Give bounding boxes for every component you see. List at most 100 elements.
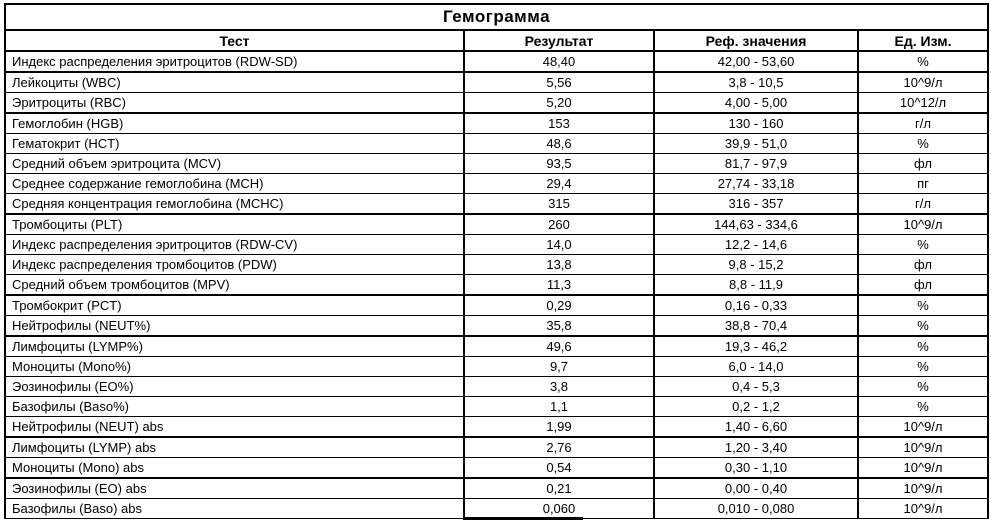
cell-test-name[interactable]: Эозинофилы (EO%): [4, 376, 465, 397]
cell-ref-values[interactable]: 144,63 - 334,6: [653, 214, 859, 235]
cell-test-name[interactable]: Лейкоциты (WBC): [4, 72, 465, 93]
cell-result[interactable]: 153: [463, 113, 655, 134]
cell-ref-values[interactable]: 4,00 - 5,00: [653, 92, 859, 114]
cell-test-name[interactable]: Индекс распределения тромбоцитов (PDW): [4, 254, 465, 275]
cell-result[interactable]: 13,8: [463, 254, 655, 275]
cell-units[interactable]: 10^9/л: [856, 437, 990, 458]
cell-test-name[interactable]: Базофилы (Baso) abs: [4, 498, 465, 519]
cell-ref-values[interactable]: 19,3 - 46,2: [653, 336, 859, 357]
cell-units[interactable]: фл: [856, 274, 990, 296]
cell-units[interactable]: г/л: [856, 113, 990, 134]
cell-ref-values[interactable]: 9,8 - 15,2: [653, 254, 859, 275]
cell-ref-values[interactable]: 1,40 - 6,60: [653, 416, 859, 438]
table-row: Средний объем тромбоцитов (MPV) 11,3 8,8…: [4, 274, 990, 296]
cell-ref-values[interactable]: 12,2 - 14,6: [653, 234, 859, 255]
cell-result[interactable]: 5,56: [463, 72, 655, 93]
cell-test-name[interactable]: Моноциты (Mono%): [4, 356, 465, 377]
table-row: Тромбоциты (PLT) 260 144,63 - 334,6 10^9…: [4, 214, 990, 235]
cell-result[interactable]: 29,4: [463, 173, 655, 194]
cell-ref-values[interactable]: 130 - 160: [653, 113, 859, 134]
cell-units[interactable]: фл: [856, 153, 990, 174]
cell-test-name[interactable]: Тромбоциты (PLT): [4, 214, 465, 235]
cell-test-name[interactable]: Нейтрофилы (NEUT%): [4, 315, 465, 337]
cell-ref-values[interactable]: 0,010 - 0,080: [653, 498, 859, 519]
cell-result[interactable]: 93,5: [463, 153, 655, 174]
cell-test-name[interactable]: Моноциты (Mono) abs: [4, 457, 465, 479]
cell-units[interactable]: %: [856, 51, 990, 73]
cell-ref-values[interactable]: 0,4 - 5,3: [653, 376, 859, 397]
cell-ref-values[interactable]: 8,8 - 11,9: [653, 274, 859, 296]
cell-test-name[interactable]: Нейтрофилы (NEUT) abs: [4, 416, 465, 438]
cell-result[interactable]: 35,8: [463, 315, 655, 337]
cell-ref-values[interactable]: 1,20 - 3,40: [653, 437, 859, 458]
cell-result[interactable]: 9,7: [463, 356, 655, 377]
cell-ref-values[interactable]: 6,0 - 14,0: [653, 356, 859, 377]
cell-result[interactable]: 0,29: [463, 295, 655, 316]
cell-test-name[interactable]: Индекс распределения эритроцитов (RDW-SD…: [4, 51, 465, 73]
cell-units[interactable]: %: [856, 396, 990, 417]
cell-units[interactable]: %: [856, 315, 990, 337]
cell-units[interactable]: 10^9/л: [856, 457, 990, 479]
cell-result[interactable]: 48,6: [463, 133, 655, 154]
cell-result[interactable]: 1,1: [463, 396, 655, 417]
cell-ref-values[interactable]: 39,9 - 51,0: [653, 133, 859, 154]
cell-units[interactable]: фл: [856, 254, 990, 275]
cell-units[interactable]: 10^9/л: [856, 72, 990, 93]
cell-result[interactable]: 2,76: [463, 437, 655, 458]
cell-result[interactable]: 11,3: [463, 274, 655, 296]
cell-ref-values[interactable]: 42,00 - 53,60: [653, 51, 859, 73]
cell-result[interactable]: 5,20: [463, 92, 655, 114]
cell-result[interactable]: 3,8: [463, 376, 655, 397]
cell-test-name[interactable]: Гематокрит (HCT): [4, 133, 465, 154]
cell-units[interactable]: 10^9/л: [856, 416, 990, 438]
cell-units[interactable]: пг: [856, 173, 990, 194]
table-row: Средний объем эритроцита (MCV) 93,5 81,7…: [4, 153, 990, 174]
cell-result[interactable]: 315: [463, 193, 655, 215]
cell-test-name[interactable]: Индекс распределения эритроцитов (RDW-CV…: [4, 234, 465, 255]
cell-units[interactable]: %: [856, 336, 990, 357]
cell-test-name[interactable]: Эозинофилы (EO) abs: [4, 478, 465, 499]
table-row: Лимфоциты (LYMP) abs 2,76 1,20 - 3,40 10…: [4, 437, 990, 458]
cell-result[interactable]: 1,99: [463, 416, 655, 438]
cell-units[interactable]: 10^9/л: [856, 498, 990, 519]
cell-test-name[interactable]: Средняя концентрация гемоглобина (MCHC): [4, 193, 465, 215]
cell-test-name[interactable]: Лимфоциты (LYMP) abs: [4, 437, 465, 458]
cell-units[interactable]: 10^9/л: [856, 214, 990, 235]
cell-units[interactable]: г/л: [856, 193, 990, 215]
cell-test-name[interactable]: Среднее содержание гемоглобина (MCH): [4, 173, 465, 194]
table-body: Индекс распределения эритроцитов (RDW-SD…: [4, 51, 990, 519]
cell-ref-values[interactable]: 316 - 357: [653, 193, 859, 215]
cell-units[interactable]: %: [856, 295, 990, 316]
cell-units[interactable]: %: [856, 234, 990, 255]
cell-result[interactable]: 48,40: [463, 51, 655, 73]
cell-units[interactable]: 10^12/л: [856, 92, 990, 114]
cell-ref-values[interactable]: 3,8 - 10,5: [653, 72, 859, 93]
table-row: Эозинофилы (EO%) 3,8 0,4 - 5,3 %: [4, 376, 990, 397]
cell-result[interactable]: 49,6: [463, 336, 655, 357]
table-row: Лейкоциты (WBC) 5,56 3,8 - 10,5 10^9/л: [4, 72, 990, 93]
cell-result[interactable]: 0,060: [463, 498, 655, 519]
cell-test-name[interactable]: Средний объем эритроцита (MCV): [4, 153, 465, 174]
cell-ref-values[interactable]: 0,00 - 0,40: [653, 478, 859, 499]
cell-test-name[interactable]: Лимфоциты (LYMP%): [4, 336, 465, 357]
cell-ref-values[interactable]: 0,2 - 1,2: [653, 396, 859, 417]
cell-ref-values[interactable]: 0,16 - 0,33: [653, 295, 859, 316]
cell-units[interactable]: %: [856, 133, 990, 154]
cell-units[interactable]: 10^9/л: [856, 478, 990, 499]
cell-test-name[interactable]: Средний объем тромбоцитов (MPV): [4, 274, 465, 296]
cell-test-name[interactable]: Гемоглобин (HGB): [4, 113, 465, 134]
cell-units[interactable]: %: [856, 356, 990, 377]
cell-test-name[interactable]: Эритроциты (RBC): [4, 92, 465, 114]
cell-units[interactable]: %: [856, 376, 990, 397]
cell-result[interactable]: 14,0: [463, 234, 655, 255]
cell-ref-values[interactable]: 0,30 - 1,10: [653, 457, 859, 479]
cell-test-name[interactable]: Тромбокрит (PCT): [4, 295, 465, 316]
cell-result[interactable]: 260: [463, 214, 655, 235]
cell-ref-values[interactable]: 38,8 - 70,4: [653, 315, 859, 337]
cell-result[interactable]: 0,21: [463, 478, 655, 499]
cell-ref-values[interactable]: 81,7 - 97,9: [653, 153, 859, 174]
cell-ref-values[interactable]: 27,74 - 33,18: [653, 173, 859, 194]
cell-result[interactable]: 0,54: [463, 457, 655, 479]
cell-test-name[interactable]: Базофилы (Baso%): [4, 396, 465, 417]
table-row: Тромбокрит (PCT) 0,29 0,16 - 0,33 %: [4, 295, 990, 316]
